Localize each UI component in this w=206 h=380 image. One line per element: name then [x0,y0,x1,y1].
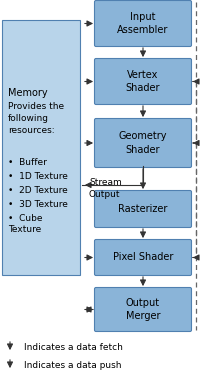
Bar [2,20,80,275]
Text: Provides the
following
resources:: Provides the following resources: [8,102,64,135]
Text: Geometry
Shader: Geometry Shader [119,131,167,155]
FancyBboxPatch shape [95,59,192,104]
Text: •  3D Texture: • 3D Texture [8,200,68,209]
Text: Output
Merger: Output Merger [126,298,160,321]
FancyBboxPatch shape [95,288,192,331]
Text: Input
Assembler: Input Assembler [117,12,169,35]
Text: •  1D Texture: • 1D Texture [8,172,68,181]
FancyBboxPatch shape [95,0,192,46]
Text: •  2D Texture: • 2D Texture [8,186,68,195]
Text: •  Buffer: • Buffer [8,158,47,167]
Text: Indicates a data push: Indicates a data push [24,361,122,369]
Text: Pixel Shader: Pixel Shader [113,252,173,263]
Text: •  Cube
Texture: • Cube Texture [8,214,42,234]
FancyBboxPatch shape [95,239,192,276]
Text: Vertex
Shader: Vertex Shader [126,70,160,93]
Text: Memory: Memory [8,88,48,98]
FancyBboxPatch shape [95,119,192,168]
Text: Rasterizer: Rasterizer [118,204,168,214]
Text: Indicates a data fetch: Indicates a data fetch [24,342,123,352]
Text: Stream
Output: Stream Output [89,178,122,199]
FancyBboxPatch shape [95,190,192,228]
